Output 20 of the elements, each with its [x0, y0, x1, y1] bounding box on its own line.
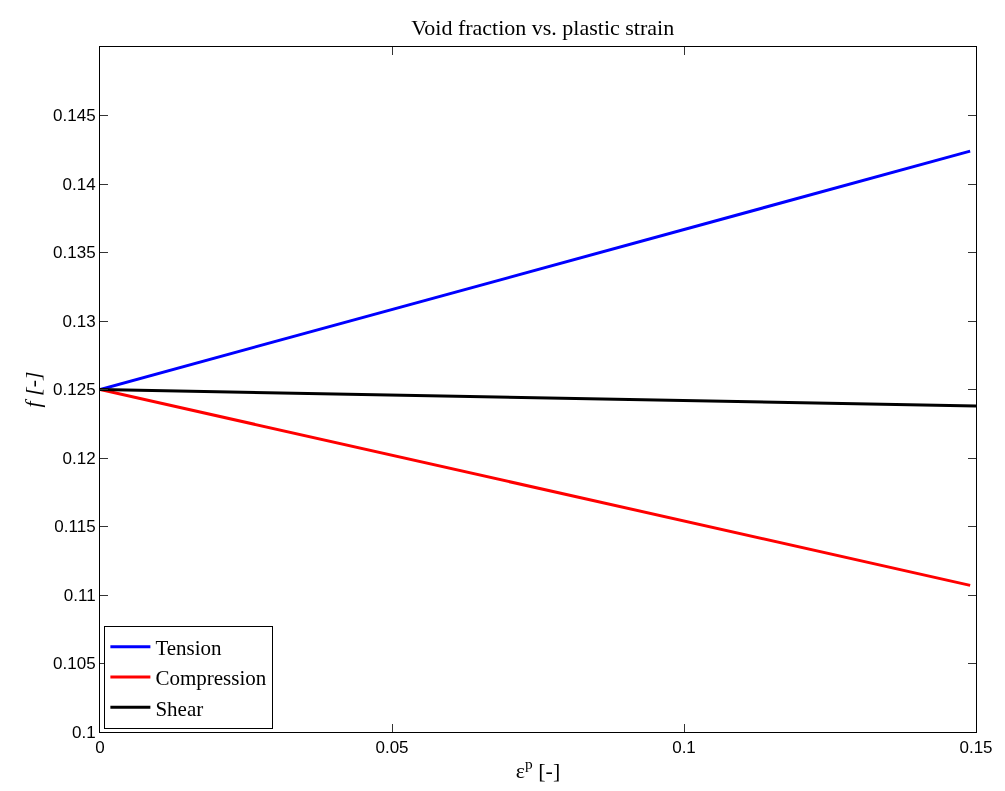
legend-label: Shear — [155, 696, 204, 721]
chart-title: Void fraction vs. plastic strain — [411, 15, 675, 41]
y-tick-label: 0.12 — [62, 448, 96, 468]
y-tick-label: 0.115 — [54, 517, 96, 537]
y-tick-label: 0.145 — [53, 106, 96, 126]
y-tick-label: 0.1 — [71, 722, 96, 742]
y-tick-label: 0.105 — [53, 654, 96, 674]
x-axis-title: ε$^{p}$ [-] — [515, 755, 561, 784]
legend-label: Compression — [155, 666, 267, 691]
y-tick-label: 0.135 — [53, 243, 96, 263]
x-tick-label: 0.1 — [672, 738, 696, 758]
y-tick-label: 0.14 — [62, 174, 96, 194]
x-tick-label: 0 — [95, 738, 105, 758]
legend-label: Tension — [155, 635, 223, 660]
y-tick-label: 0.13 — [62, 311, 96, 331]
y-tick-label: 0.11 — [63, 585, 96, 605]
y-axis-title: f [-] — [19, 371, 45, 408]
x-tick-label: 0.05 — [375, 738, 409, 758]
x-tick-label: 0.15 — [959, 738, 993, 758]
y-tick-label: 0.125 — [53, 380, 96, 400]
